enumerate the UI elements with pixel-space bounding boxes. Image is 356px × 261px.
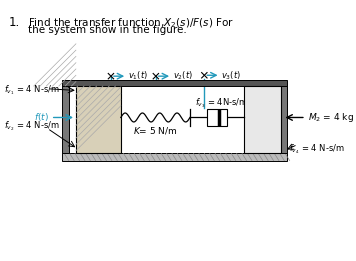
Text: $v_3(t)$: $v_3(t)$	[221, 69, 241, 81]
Text: the system show in the figure.: the system show in the figure.	[28, 25, 187, 35]
Bar	[62, 86, 69, 153]
Bar	[76, 86, 121, 153]
Text: $f(t)$: $f(t)$	[34, 111, 49, 123]
Bar	[281, 86, 287, 153]
Text: $M_2$ = 4 kg: $M_2$ = 4 kg	[308, 111, 354, 124]
Bar	[62, 153, 287, 161]
Text: $f_{v_4}$ = 4 N-s/m: $f_{v_4}$ = 4 N-s/m	[289, 142, 345, 156]
Text: $f_{v_3}$ = 4N-s/m: $f_{v_3}$ = 4N-s/m	[195, 97, 248, 110]
Text: $f_{v_2}$ = 4 N-s/m: $f_{v_2}$ = 4 N-s/m	[4, 120, 60, 133]
Text: 1.: 1.	[9, 16, 20, 29]
Text: $M_1$ = 4 kg: $M_1$ = 4 kg	[75, 111, 121, 124]
Text: $K$= 5 N/m: $K$= 5 N/m	[133, 125, 178, 136]
Text: $v_2(t)$: $v_2(t)$	[173, 70, 193, 82]
Bar	[244, 86, 281, 153]
Text: $f_{v_1}$ = 4 N-s/m: $f_{v_1}$ = 4 N-s/m	[4, 84, 60, 97]
Text: Find the transfer function,$X_2(s)/F(s)$ For: Find the transfer function,$X_2(s)/F(s)$…	[28, 16, 234, 29]
Text: $v_1(t)$: $v_1(t)$	[128, 70, 148, 82]
Bar	[207, 109, 227, 126]
Bar	[62, 80, 287, 86]
